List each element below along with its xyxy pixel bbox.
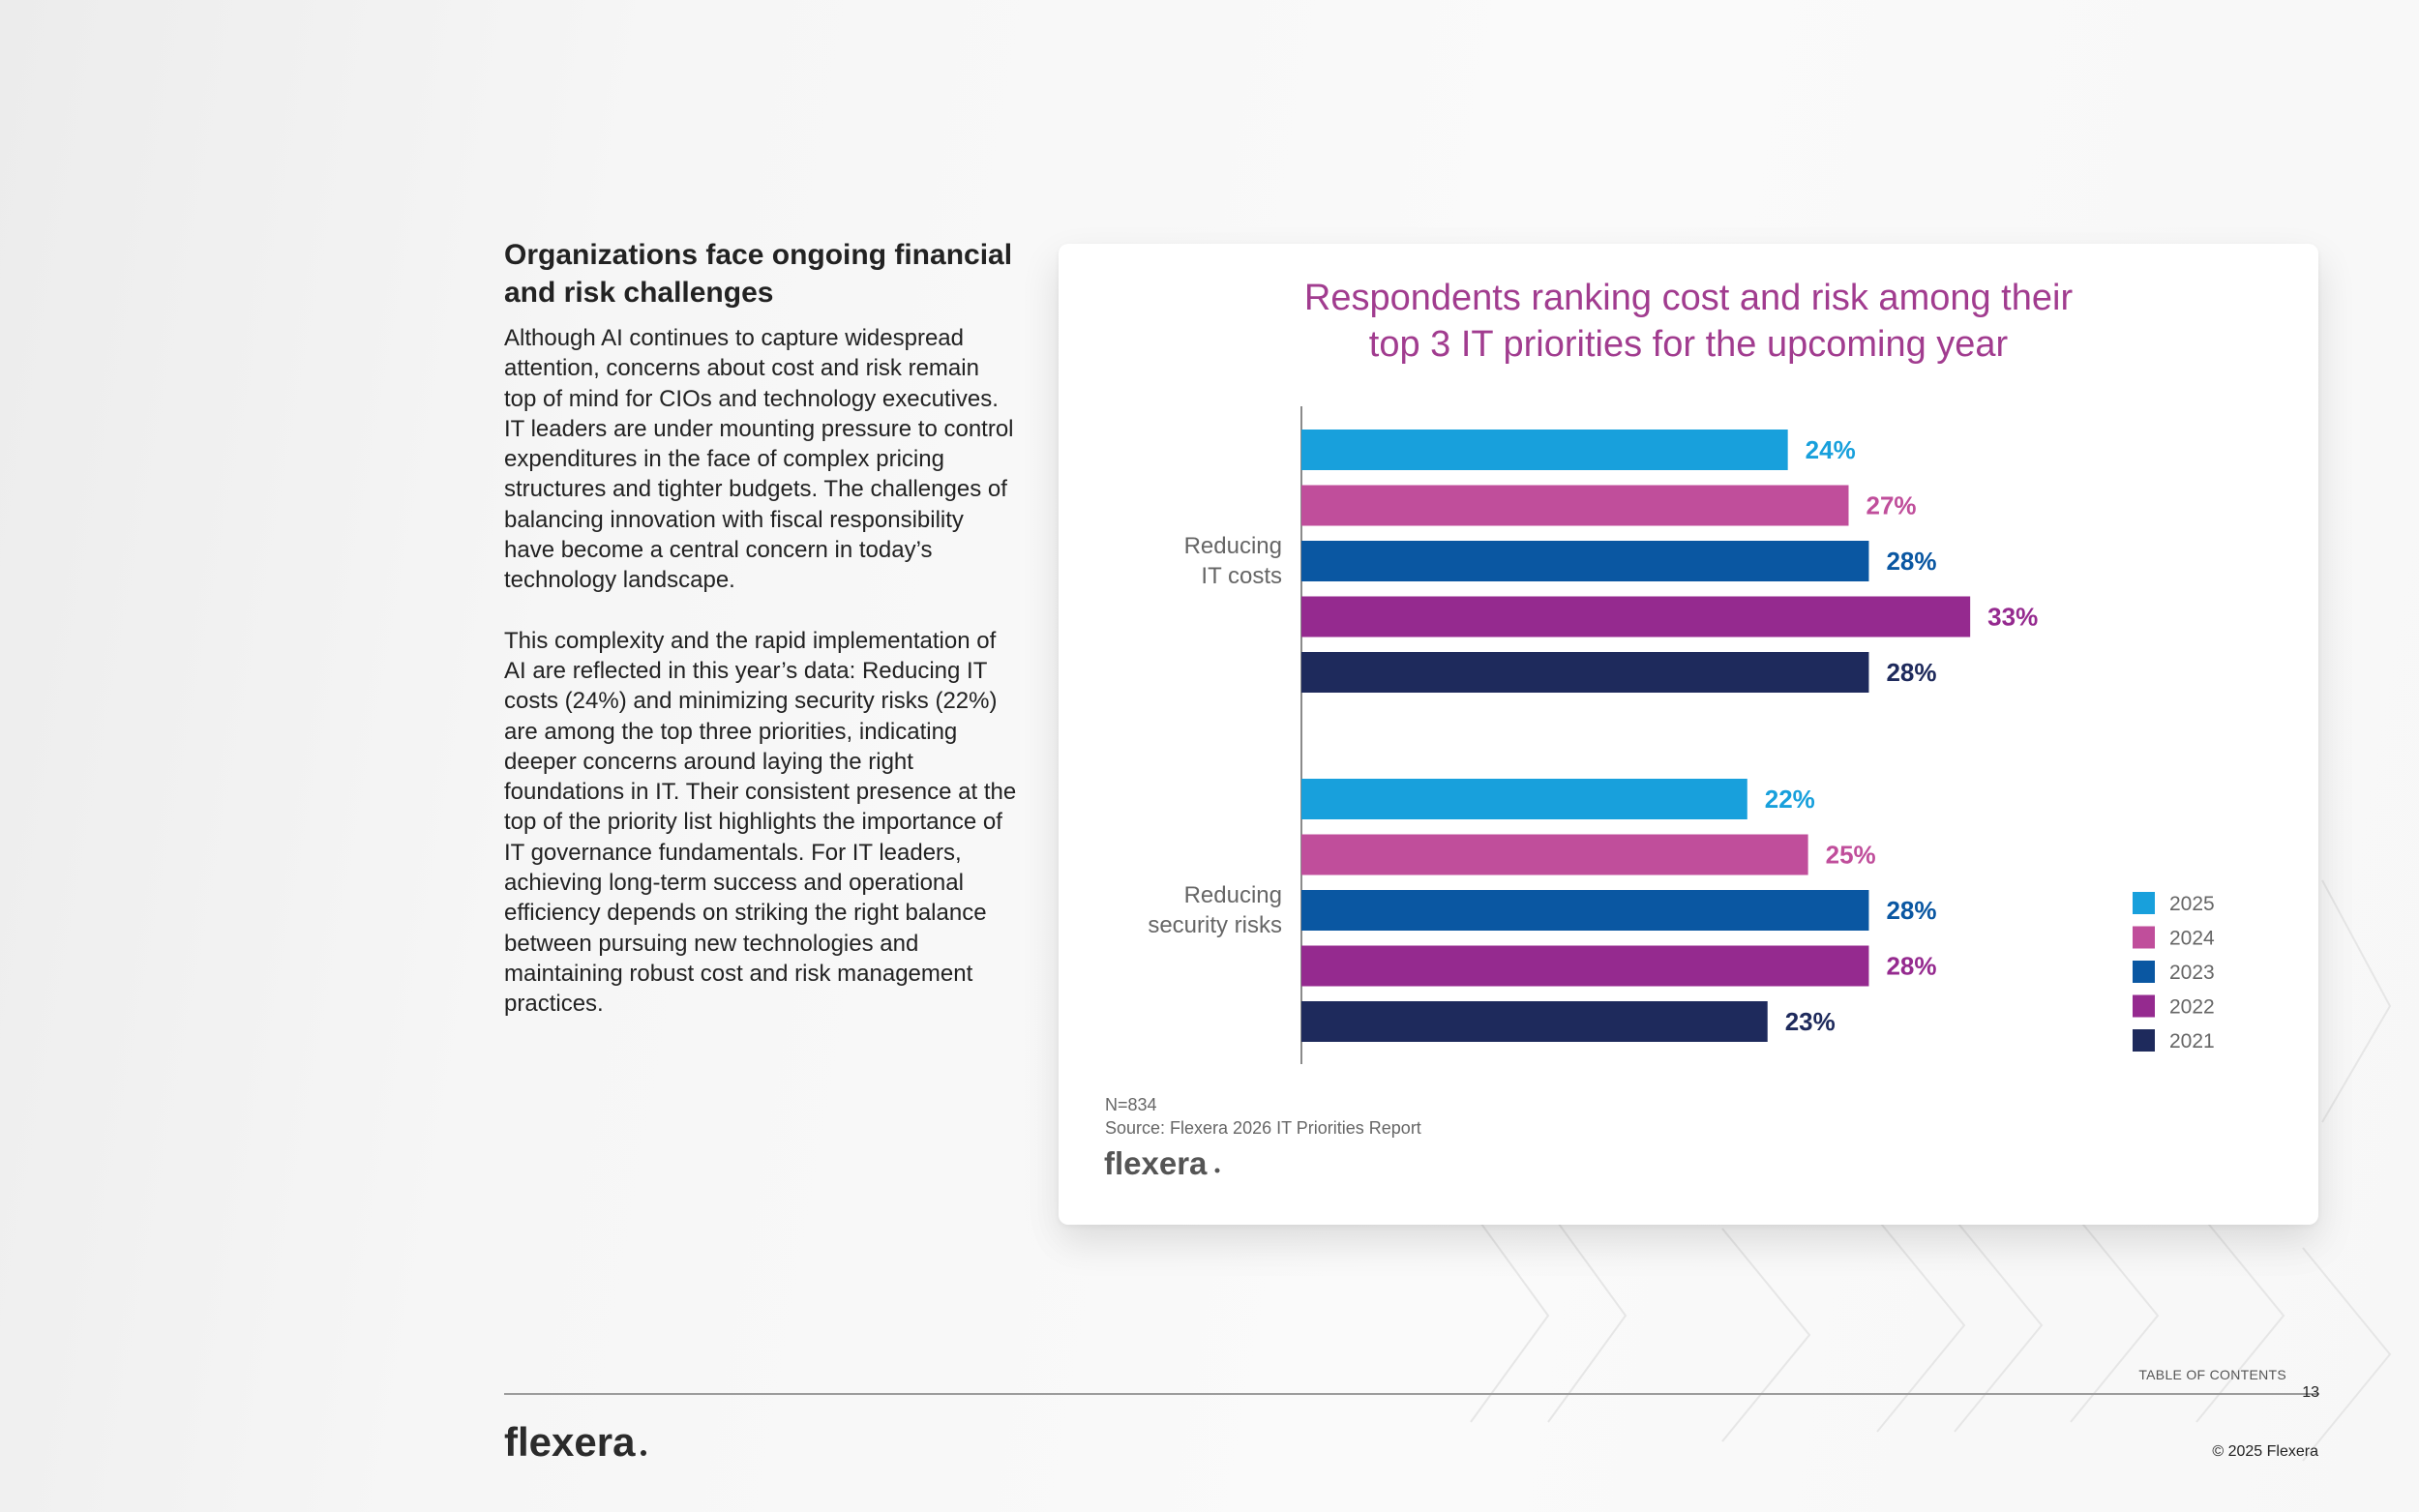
article-column: Organizations face ongoing financial and… [504,236,1017,1050]
bar-value-label: 22% [1765,785,1815,814]
chart-logo-dot [1214,1168,1220,1173]
category-label: IT costs [1201,563,1282,589]
bar-value-label: 23% [1785,1007,1836,1036]
legend-swatch-2023 [2133,961,2155,983]
bar-value-label: 28% [1886,896,1936,925]
bar-2023-security-risks [1301,890,1869,931]
legend-swatch-2021 [2133,1029,2155,1052]
bar-2024-it-costs [1301,485,1849,526]
legend-label-2021: 2021 [2169,1030,2215,1052]
logo-dot [641,1450,646,1456]
priorities-bar-chart: Respondents ranking cost and risk among … [1104,278,2215,1181]
legend-label-2024: 2024 [2169,928,2215,950]
bar-2025-security-risks [1301,779,1747,819]
category-label: Reducing [1184,882,1282,908]
bar-value-label: 33% [1987,603,2038,632]
article-paragraph-2: This complexity and the rapid implementa… [504,627,1017,1018]
chart-logo-text: flexera [1104,1145,1208,1181]
legend-label-2022: 2022 [2169,996,2215,1019]
chart-title-line: Respondents ranking cost and risk among … [1304,278,2074,318]
legend-swatch-2024 [2133,926,2155,949]
bar-value-label: 27% [1867,491,1917,520]
bar-2021-it-costs [1301,652,1869,693]
bar-2022-it-costs [1301,596,1971,637]
bar-2023-it-costs [1301,541,1869,581]
bar-value-label: 28% [1886,547,1936,576]
legend-label-2023: 2023 [2169,962,2215,984]
bar-value-label: 28% [1886,952,1936,981]
table-of-contents-link[interactable]: TABLE OF CONTENTS [2138,1367,2286,1382]
legend-swatch-2025 [2133,892,2155,914]
page-number: 13 [2302,1384,2319,1401]
bar-value-label: 24% [1806,435,1856,464]
copyright-text: © 2025 Flexera [2212,1443,2318,1460]
footer-divider [504,1393,2319,1395]
category-label: security risks [1148,912,1282,938]
category-label: Reducing [1184,533,1282,559]
sample-size-note: N=834 [1105,1095,1157,1114]
article-paragraph-1: Although AI continues to capture widespr… [504,325,1014,594]
flexera-logo[interactable]: flexera [504,1417,669,1470]
bar-2021-security-risks [1301,1001,1768,1042]
bar-value-label: 28% [1886,658,1936,687]
chart-title-line: top 3 IT priorities for the upcoming yea… [1369,324,2009,365]
article-heading: Organizations face ongoing financial and… [504,239,1013,309]
bar-2022-security-risks [1301,945,1869,987]
legend-label-2025: 2025 [2169,893,2215,915]
footer-logo-text: flexera [504,1419,636,1465]
bar-value-label: 25% [1826,841,1876,870]
bar-2024-security-risks [1301,834,1808,875]
legend-swatch-2022 [2133,994,2155,1018]
source-note: Source: Flexera 2026 IT Priorities Repor… [1105,1118,1421,1138]
bar-2025-it-costs [1301,430,1788,470]
chart-card: Respondents ranking cost and risk among … [1059,244,2318,1225]
